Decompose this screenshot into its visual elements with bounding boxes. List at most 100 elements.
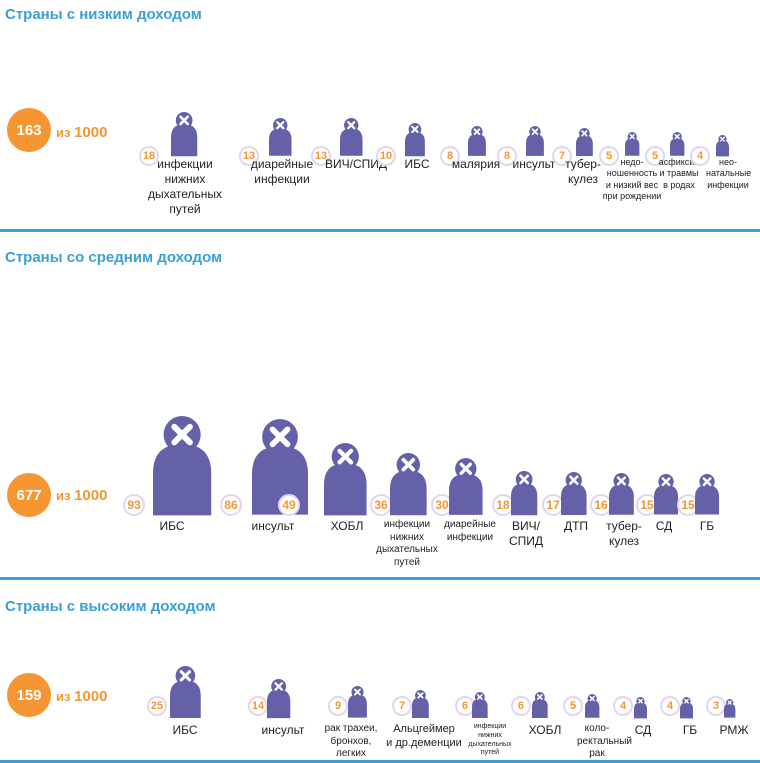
x-mark <box>411 125 419 133</box>
cause-label: ХОБЛ <box>330 519 364 533</box>
person-body <box>468 134 486 156</box>
person-figure-icon <box>170 111 198 156</box>
person-body <box>715 140 729 156</box>
person-body <box>405 131 425 156</box>
person-figure-icon <box>669 132 685 156</box>
person-body <box>347 694 367 718</box>
value-badge: 5 <box>563 696 583 716</box>
value-badge: 8 <box>440 146 460 166</box>
person-body <box>653 485 679 515</box>
x-mark <box>589 696 595 702</box>
cause-label: диарейные инфекции <box>444 519 496 543</box>
person-figure-icon <box>532 692 548 718</box>
person-figure-icon <box>411 690 429 718</box>
person-figure-icon <box>472 692 488 718</box>
person-body <box>633 702 647 718</box>
person-body <box>170 123 198 156</box>
value-badge: 7 <box>392 696 412 716</box>
value-badge: 3 <box>706 696 726 716</box>
value-badge: 18 <box>492 494 514 516</box>
person-body <box>472 698 488 718</box>
person-body <box>510 482 538 515</box>
section-divider <box>0 229 760 232</box>
person-figure-icon <box>323 442 367 515</box>
value-badge: 13 <box>239 146 259 166</box>
person-figure-icon <box>575 128 593 156</box>
total-prefix: из <box>56 689 75 704</box>
cause-label: инсульт <box>251 519 295 533</box>
x-mark <box>179 670 191 682</box>
person-figure-icon <box>653 474 679 515</box>
person-figure-icon <box>268 118 292 156</box>
value-badge: 4 <box>690 146 710 166</box>
value-badge: 8 <box>497 146 517 166</box>
person-figure-icon <box>389 452 427 515</box>
person-body <box>169 680 201 718</box>
person-body <box>449 473 483 515</box>
person-body <box>624 138 640 156</box>
total-deaths-value: 159 <box>7 673 51 717</box>
x-mark <box>569 475 579 485</box>
section-title: Страны с низким доходом <box>5 6 202 23</box>
value-badge: 13 <box>311 146 331 166</box>
cause-label: ИБС <box>404 157 430 171</box>
x-mark <box>531 128 539 136</box>
person-figure-icon <box>679 696 693 718</box>
x-mark <box>179 115 189 125</box>
cause-label: инсульт <box>261 723 305 737</box>
section-title: Страны со средним доходом <box>5 249 223 266</box>
person-body <box>694 485 720 515</box>
total-denominator: из 1000 <box>56 124 107 142</box>
x-mark <box>637 698 643 704</box>
person-figure-icon <box>608 473 634 515</box>
value-badge: 93 <box>123 494 145 516</box>
value-badge: 6 <box>455 696 475 716</box>
value-badge: 10 <box>376 146 396 166</box>
x-mark <box>353 688 361 696</box>
x-mark <box>683 698 689 704</box>
x-mark <box>519 474 529 484</box>
person-body <box>268 128 292 156</box>
x-mark <box>616 476 626 486</box>
x-mark <box>459 462 473 476</box>
person-body <box>339 128 363 156</box>
person-body <box>267 689 291 718</box>
value-badge: 14 <box>248 696 268 716</box>
total-denominator: из 1000 <box>56 688 107 706</box>
x-mark <box>171 423 193 445</box>
cause-label: ГБ <box>682 723 698 737</box>
person-figure-icon <box>633 696 647 718</box>
person-body <box>526 134 544 156</box>
value-badge: 9 <box>328 696 348 716</box>
section-divider <box>0 760 760 763</box>
cause-label: РМЖ <box>719 723 749 737</box>
cause-label: асфиксия и травмы в родах <box>658 157 700 190</box>
person-figure-icon <box>339 118 363 156</box>
value-badge: 5 <box>599 146 619 166</box>
person-figure-icon <box>694 474 720 515</box>
x-mark <box>661 477 671 487</box>
cause-label: тубер-кулез <box>565 157 601 186</box>
person-figure-icon <box>347 686 367 718</box>
value-badge: 16 <box>590 494 612 516</box>
value-badge: 4 <box>613 696 633 716</box>
cause-label: ГБ <box>699 519 715 533</box>
cause-label: ХОБЛ <box>528 723 562 737</box>
value-badge: 4 <box>660 696 680 716</box>
cause-label: ВИЧ/СПИД <box>324 157 387 171</box>
x-mark <box>274 681 284 691</box>
cause-label: Альцгеймер и др.деменции <box>386 723 462 749</box>
person-body <box>411 697 429 718</box>
value-badge: 7 <box>552 146 572 166</box>
cause-label: инфекции нижних дыхательных путей <box>376 519 438 568</box>
person-body <box>323 462 367 515</box>
x-mark <box>401 457 415 472</box>
cause-label: инфекции нижних дыхательных путей <box>468 723 512 757</box>
cause-label: СД <box>634 723 652 737</box>
person-body <box>389 470 427 515</box>
value-badge: 18 <box>139 146 159 166</box>
person-figure-icon <box>405 122 425 156</box>
value-badge: 86 <box>220 494 242 516</box>
total-denominator-number: 1000 <box>74 688 108 705</box>
value-badge: 30 <box>431 494 453 516</box>
